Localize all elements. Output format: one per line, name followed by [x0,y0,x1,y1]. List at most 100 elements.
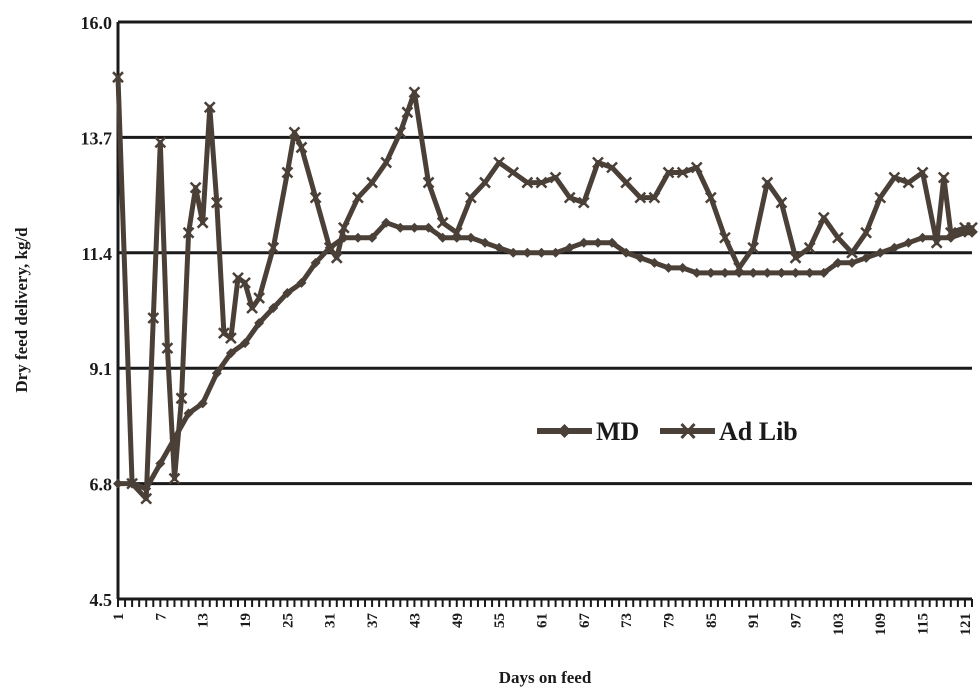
data-point-ad-lib [175,392,188,405]
data-point-md [719,267,730,278]
data-point-ad-lib [352,191,364,204]
data-point-ad-lib [874,191,887,204]
x-tick-label: 25 [280,613,296,628]
data-point-ad-lib [535,176,548,189]
x-tick-label: 97 [789,613,805,629]
data-point-md [691,267,702,278]
data-point-ad-lib [606,161,618,174]
x-tick-label: 121 [958,613,974,636]
y-axis-title: Dry feed delivery, kg/d [12,227,31,393]
data-point-md [536,247,547,258]
x-tick-label: 91 [746,613,762,628]
y-tick-label: 6.8 [90,475,113,495]
data-point-ad-lib [937,171,950,184]
data-point-ad-lib [817,211,830,224]
data-point-md [861,252,872,263]
y-tick-label: 16.0 [81,13,113,33]
data-point-ad-lib [930,236,943,249]
data-point-ad-lib [253,292,266,304]
data-point-ad-lib [832,231,844,244]
data-point-ad-lib [154,136,167,149]
data-point-md [437,232,448,243]
data-point-md [762,267,773,278]
data-point-ad-lib [549,171,562,184]
series-line-ad-lib [115,74,975,502]
data-point-ad-lib [902,176,915,189]
data-point-ad-lib [196,216,209,229]
data-point-ad-lib [916,166,929,179]
legend-marker-diamond [557,424,572,438]
data-point-ad-lib [112,71,124,84]
data-point-ad-lib [422,176,435,189]
data-point-md [776,267,787,278]
data-point-md [395,222,406,233]
data-point-md [748,267,759,278]
data-point-md [790,267,801,278]
legend-item-md: MD [537,417,639,446]
data-point-ad-lib [719,231,731,244]
data-point-ad-lib [267,241,280,254]
data-point-md [367,232,378,243]
data-point-md [310,257,321,268]
data-point-ad-lib [479,176,491,189]
data-point-md [508,247,519,258]
data-point-md [804,267,815,278]
data-point-ad-lib [944,226,957,239]
data-point-ad-lib [309,191,322,204]
data-point-md [832,257,843,268]
data-point-md [677,262,688,273]
data-point-md [494,242,505,253]
data-point-ad-lib [217,327,230,339]
data-point-md [211,368,222,379]
data-point-ad-lib [493,156,506,169]
legend-label-ad-lib: Ad Lib [719,417,798,446]
x-tick-label: 43 [407,613,423,628]
data-point-ad-lib [690,161,703,174]
series-line-md [115,220,975,492]
data-point-md [225,348,236,359]
x-tick-label: 31 [323,613,339,628]
x-tick-label: 19 [238,613,254,628]
data-point-ad-lib [789,251,802,264]
data-point-ad-lib [366,176,378,189]
data-point-md [663,262,674,273]
data-point-md [409,222,420,233]
y-tick-label: 11.4 [81,244,112,264]
data-point-md [254,318,265,329]
data-point-md [818,267,829,278]
data-point-md [649,257,660,268]
data-point-ad-lib [436,216,449,229]
data-point-ad-lib [747,241,760,254]
legend: MD Ad Lib [537,417,798,446]
data-point-md [917,232,928,243]
data-point-md [564,242,575,253]
data-point-ad-lib [450,226,463,239]
data-point-md [183,408,194,419]
x-tick-label: 13 [196,613,212,628]
data-point-ad-lib [676,166,689,179]
data-point-ad-lib [394,126,407,139]
data-point-md [268,302,279,313]
data-point-ad-lib [775,196,788,209]
data-point-md [352,232,363,243]
data-point-md [550,247,561,258]
data-point-ad-lib [182,226,195,239]
data-point-ad-lib [288,126,301,139]
data-point-ad-lib [408,86,421,99]
data-point-md [155,458,166,469]
data-point-ad-lib [323,241,336,254]
data-point-md [465,232,476,243]
data-point-ad-lib [846,246,858,259]
data-point-ad-lib [232,272,244,284]
x-tick-label: 109 [873,613,889,636]
data-point-md [889,242,900,253]
data-point-ad-lib [168,472,181,485]
data-point-md [423,222,434,233]
data-point-ad-lib [401,106,414,119]
data-point-ad-lib [966,221,978,234]
y-axis-tick-labels: 4.5 6.8 9.1 11.4 13.7 16.0 [81,13,113,610]
data-point-ad-lib [210,196,223,209]
data-point-ad-lib [295,141,308,154]
data-point-ad-lib [225,332,237,344]
